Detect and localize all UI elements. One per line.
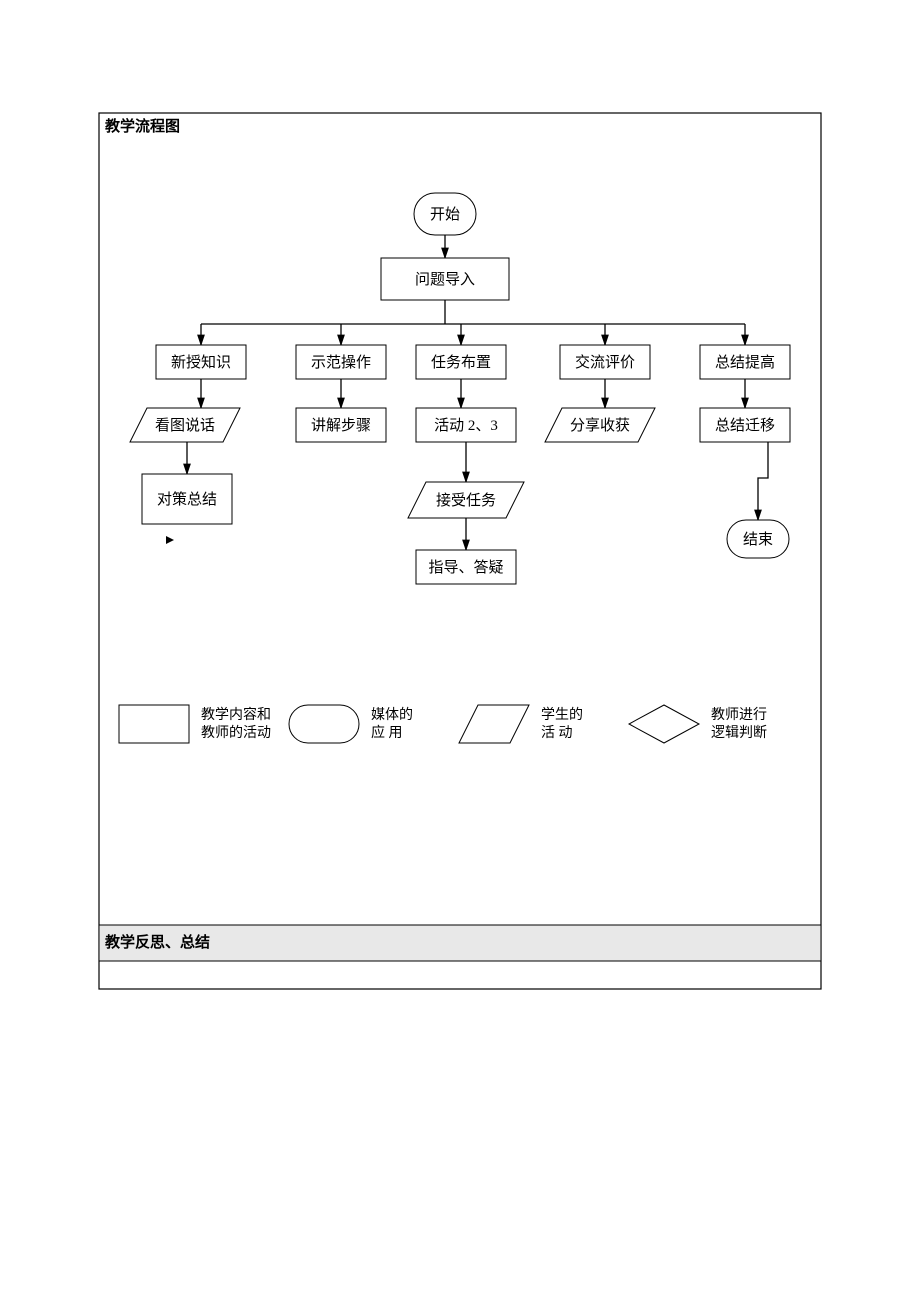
label-rect_strategy: 对策总结 xyxy=(157,491,217,508)
footer-title: 教学反思、总结 xyxy=(104,933,210,951)
label-para_accept: 接受任务 xyxy=(436,492,496,509)
legend-label-2-l2: 活 动 xyxy=(541,725,573,741)
legend-label-2-l1: 学生的 xyxy=(541,707,583,723)
legend-label-0-l2: 教师的活动 xyxy=(201,725,271,741)
label-para_share: 分享收获 xyxy=(570,417,630,434)
triangle-marker xyxy=(166,536,174,544)
label-rect_act: 活动 2、3 xyxy=(434,417,498,434)
label-end: 结束 xyxy=(743,531,773,548)
legend-label-3-l2: 逻辑判断 xyxy=(711,725,767,741)
label-rect_trans: 总结迁移 xyxy=(715,417,775,434)
legend-label-3-l1: 教师进行 xyxy=(711,707,767,723)
label-branch_task: 任务布置 xyxy=(431,354,491,371)
node-legend-2 xyxy=(459,705,529,743)
label-rect_steps: 讲解步骤 xyxy=(311,417,371,434)
page-root: 教学流程图开始问题导入新授知识示范操作任务布置交流评价总结提高看图说话讲解步骤活… xyxy=(0,0,920,1302)
node-legend-0 xyxy=(119,705,189,743)
label-branch_share: 交流评价 xyxy=(575,353,635,371)
flowchart-canvas: 教学流程图开始问题导入新授知识示范操作任务布置交流评价总结提高看图说话讲解步骤活… xyxy=(0,0,920,1302)
section-title: 教学流程图 xyxy=(104,117,180,135)
label-intro: 问题导入 xyxy=(415,271,475,288)
node-legend-3 xyxy=(629,705,699,743)
label-start: 开始 xyxy=(430,206,460,223)
label-branch_demo: 示范操作 xyxy=(311,354,371,371)
legend-label-0-l1: 教学内容和 xyxy=(201,706,271,723)
legend-label-1-l1: 媒体的 xyxy=(371,707,413,723)
label-branch_summary: 总结提高 xyxy=(715,354,775,371)
label-branch_new: 新授知识 xyxy=(171,354,231,371)
label-para_pic: 看图说话 xyxy=(155,417,215,434)
node-legend-1 xyxy=(289,705,359,743)
edge xyxy=(758,442,768,520)
legend-label-1-l2: 应 用 xyxy=(371,724,403,741)
label-rect_guide: 指导、答疑 xyxy=(428,559,503,576)
